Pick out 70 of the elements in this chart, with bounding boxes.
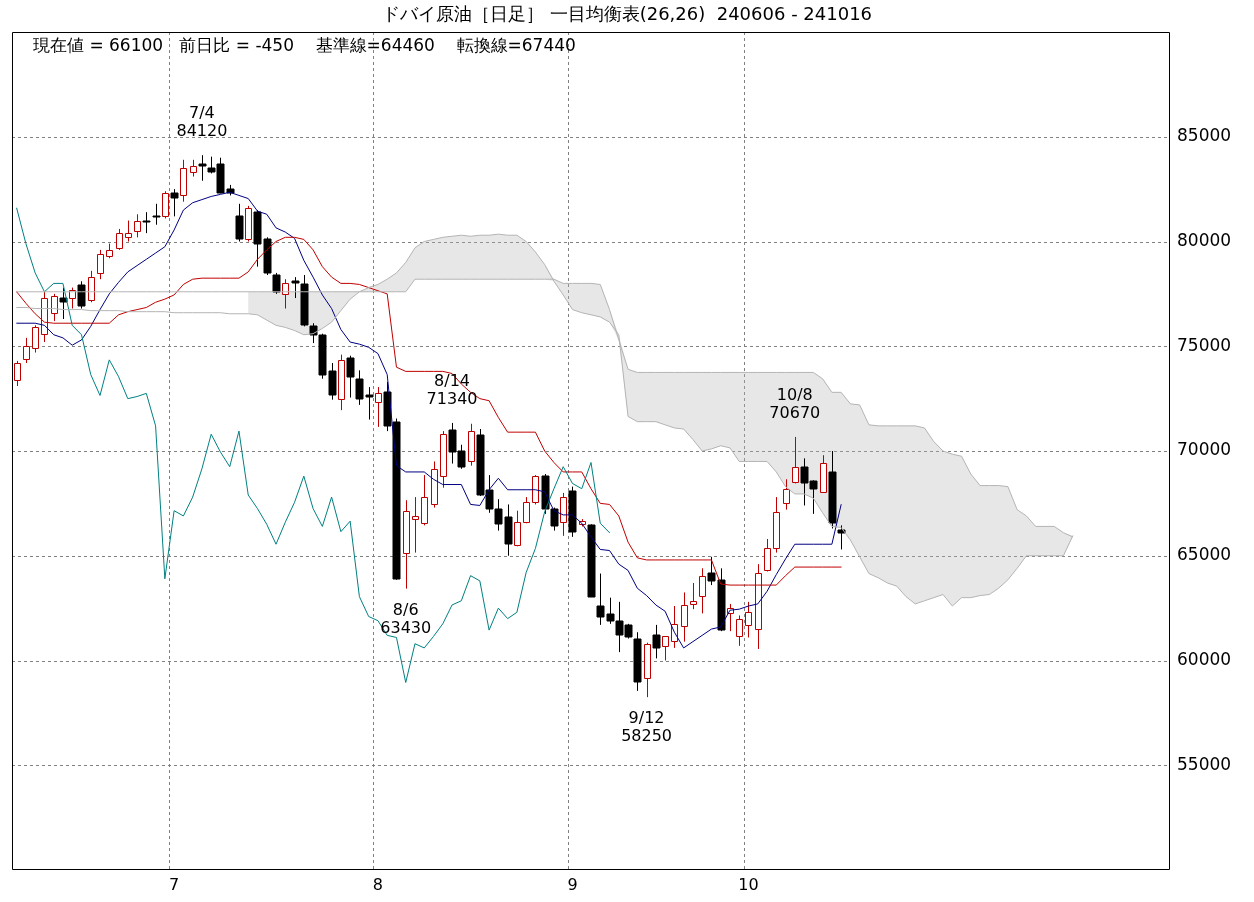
candlestick — [125, 220, 132, 242]
candlestick — [272, 272, 281, 295]
candlestick — [468, 423, 475, 467]
candlestick — [514, 510, 521, 547]
candlestick — [14, 360, 21, 387]
candlestick — [412, 496, 419, 554]
candlestick — [783, 478, 790, 511]
candlestick — [745, 601, 752, 638]
candlestick — [820, 454, 827, 494]
x-tick-label: 8 — [372, 874, 384, 894]
candlestick — [681, 591, 688, 643]
x-tick-label: 9 — [567, 874, 578, 894]
candlestick — [375, 386, 382, 428]
candlestick — [338, 354, 345, 411]
candlestick — [652, 624, 661, 659]
candlestick — [662, 635, 669, 661]
candlestick — [644, 642, 651, 698]
candlestick — [523, 496, 530, 524]
candlestick — [190, 159, 197, 178]
candlestick — [633, 631, 642, 692]
candlestick — [736, 614, 743, 647]
y-tick-label: 65000 — [1177, 544, 1232, 565]
candlestick — [235, 203, 244, 242]
chart-title: ドバイ原油［日足］ 一目均衡表(26,26) 240606 - 241016 — [381, 2, 873, 24]
candlestick — [170, 188, 179, 217]
candlestick — [198, 154, 207, 182]
candlestick — [403, 499, 410, 590]
candlestick — [282, 278, 289, 310]
candlestick — [431, 460, 438, 509]
candlestick — [32, 324, 39, 354]
candlestick — [152, 203, 161, 226]
candlestick — [828, 450, 837, 530]
y-tick-label: 60000 — [1177, 648, 1232, 669]
chart-subtitle: 現在値 = 66100 前日比 = -450 基準線=64460 転換線=67440 — [33, 35, 576, 56]
annotation: 8/6 63430 — [380, 599, 432, 637]
candlestick — [568, 486, 577, 538]
candlestick — [699, 567, 706, 614]
candlestick — [23, 337, 30, 364]
candlestick — [792, 436, 799, 484]
candlestick — [106, 243, 113, 259]
candlestick — [245, 205, 252, 242]
y-tick-label: 55000 — [1177, 753, 1232, 774]
y-tick-label: 70000 — [1177, 439, 1232, 460]
annotation: 7/4 84120 — [176, 103, 228, 141]
x-tick-label: 7 — [169, 874, 180, 894]
annotation: 8/14 71340 — [426, 371, 478, 409]
candlestick — [51, 293, 58, 322]
y-tick-label: 85000 — [1177, 125, 1232, 146]
candlestick — [97, 249, 104, 280]
candlestick — [421, 474, 428, 526]
candlestick — [773, 496, 780, 554]
candlestick — [440, 430, 447, 489]
candlestick — [346, 355, 355, 399]
candlestick — [77, 280, 86, 310]
candlestick — [88, 270, 95, 303]
candlestick — [180, 159, 187, 203]
candlestick — [142, 211, 151, 234]
candlestick — [560, 492, 567, 537]
candlestick — [532, 474, 539, 505]
candlestick — [690, 582, 697, 610]
candlestick — [116, 228, 123, 251]
candlestick — [134, 213, 141, 238]
y-tick-label: 75000 — [1177, 334, 1232, 355]
annotation: 10/8 70670 — [769, 385, 821, 423]
annotation: 9/12 58250 — [621, 708, 673, 746]
candlestick — [162, 190, 169, 219]
candlestick — [764, 538, 771, 572]
y-tick-label: 80000 — [1177, 229, 1232, 250]
x-tick-label: 10 — [738, 874, 759, 894]
candlestick — [587, 523, 596, 598]
